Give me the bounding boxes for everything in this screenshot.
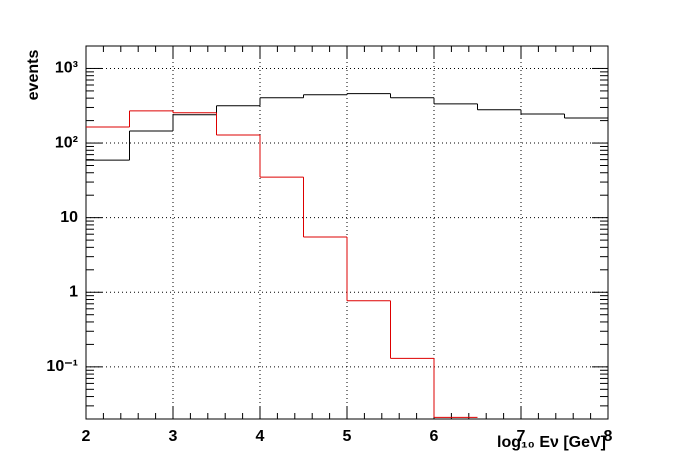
x-tick-label: 8 <box>604 428 613 445</box>
y-tick-label: 10³ <box>55 60 78 77</box>
x-tick-label: 6 <box>430 428 439 445</box>
x-axis-label: log₁₀ Eν [GeV] <box>497 434 606 451</box>
x-tick-label: 4 <box>256 428 265 445</box>
y-tick-label: 10 <box>60 209 78 226</box>
y-tick-label: 10⁻¹ <box>46 358 78 375</box>
x-tick-label: 2 <box>82 428 91 445</box>
x-tick-label: 7 <box>517 428 526 445</box>
y-tick-label: 10² <box>55 134 78 151</box>
y-tick-label: 1 <box>69 283 78 300</box>
x-tick-label: 3 <box>169 428 178 445</box>
plot-frame <box>85 45 609 420</box>
x-tick-label: 5 <box>343 428 352 445</box>
y-axis-label: events <box>25 50 42 101</box>
